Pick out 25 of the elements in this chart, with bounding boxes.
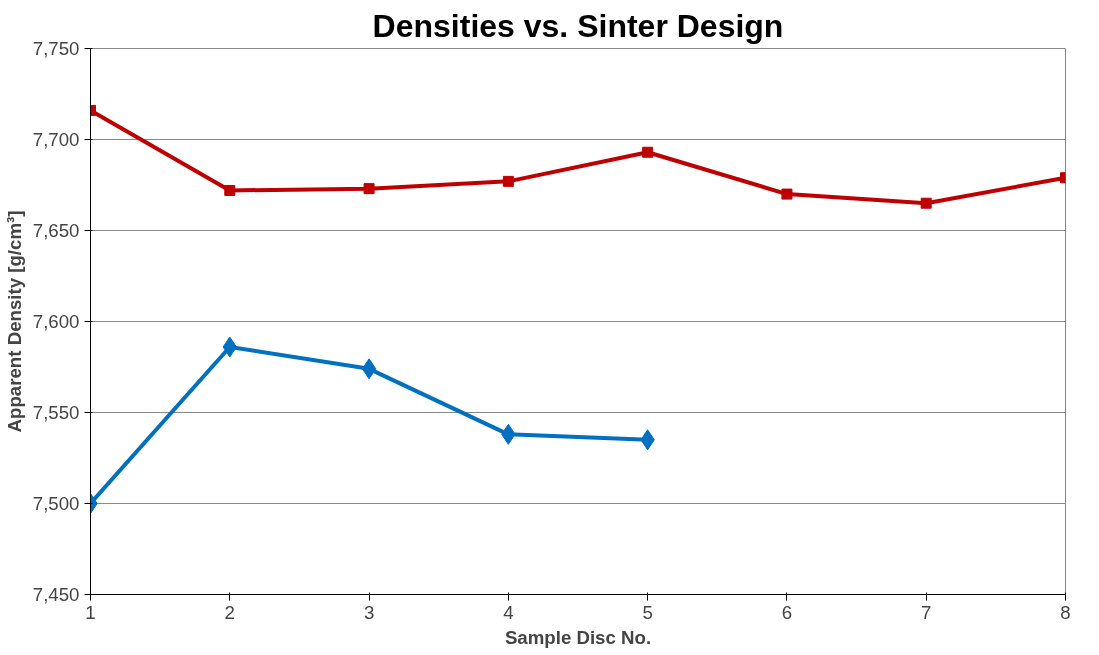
x-axis-title: Sample Disc No. — [504, 626, 652, 648]
x-tick-label: 6 — [781, 601, 793, 623]
y-tick-label: 7,500 — [32, 493, 80, 514]
x-tick-label: 8 — [1060, 601, 1071, 623]
point — [502, 175, 514, 187]
chart-title: Densities vs. Sinter Design — [372, 7, 784, 44]
x-tick-label: 5 — [642, 601, 653, 623]
point — [642, 146, 654, 158]
y-tick-label: 7,750 — [32, 38, 80, 59]
point — [363, 183, 375, 195]
y-tick-label: 7,550 — [32, 402, 80, 423]
y-tick-label: 7,700 — [32, 129, 80, 150]
y-tick-label: 7,650 — [32, 220, 80, 241]
y-axis-title: Apparent Density [g/cm³] — [3, 210, 25, 433]
y-tick-label: 7,600 — [32, 311, 80, 332]
y-tick-label: 7,450 — [32, 584, 80, 605]
point — [224, 184, 236, 196]
point — [920, 197, 932, 209]
point — [781, 188, 793, 200]
x-tick-label: 3 — [363, 601, 375, 623]
point — [361, 358, 377, 380]
x-tick-label: 1 — [85, 601, 96, 623]
x-tick-label: 4 — [503, 601, 514, 623]
x-tick-label: 7 — [921, 601, 932, 623]
x-tick-label: 2 — [224, 601, 235, 623]
